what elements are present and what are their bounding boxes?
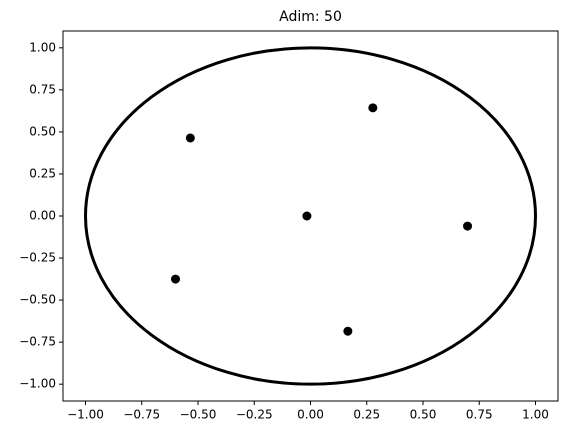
y-tick-label: 0.75 <box>29 82 56 96</box>
y-tick-label: 0.50 <box>29 124 56 138</box>
y-tick-label: 0.25 <box>29 166 56 180</box>
plot-frame <box>62 30 559 402</box>
point <box>463 221 473 231</box>
y-tick-label: −0.25 <box>19 251 56 265</box>
x-tick-label: −0.25 <box>236 408 273 422</box>
point <box>368 103 378 113</box>
y-tick-label: 0.00 <box>29 209 56 223</box>
x-tick-label: 0.50 <box>410 408 437 422</box>
y-tick-label: −1.00 <box>19 377 56 391</box>
y-tick-label: 1.00 <box>29 40 56 54</box>
point <box>171 274 180 284</box>
y-tick-label: −0.50 <box>19 293 56 307</box>
y-tick-label: −0.75 <box>19 335 56 349</box>
x-tick-label: 0.25 <box>353 408 380 422</box>
x-tick-label: −0.75 <box>123 408 160 422</box>
chart-title: Adim: 50 <box>279 9 342 25</box>
point <box>185 133 195 143</box>
x-tick-label: 0.75 <box>466 408 493 422</box>
x-tick-label: 0.00 <box>297 408 324 422</box>
point <box>302 211 312 221</box>
x-tick-label: −1.00 <box>67 408 104 422</box>
x-tick-label: 1.00 <box>522 408 549 422</box>
x-tick-label: −0.50 <box>180 408 217 422</box>
point <box>343 326 353 336</box>
circle-outline <box>84 46 537 386</box>
